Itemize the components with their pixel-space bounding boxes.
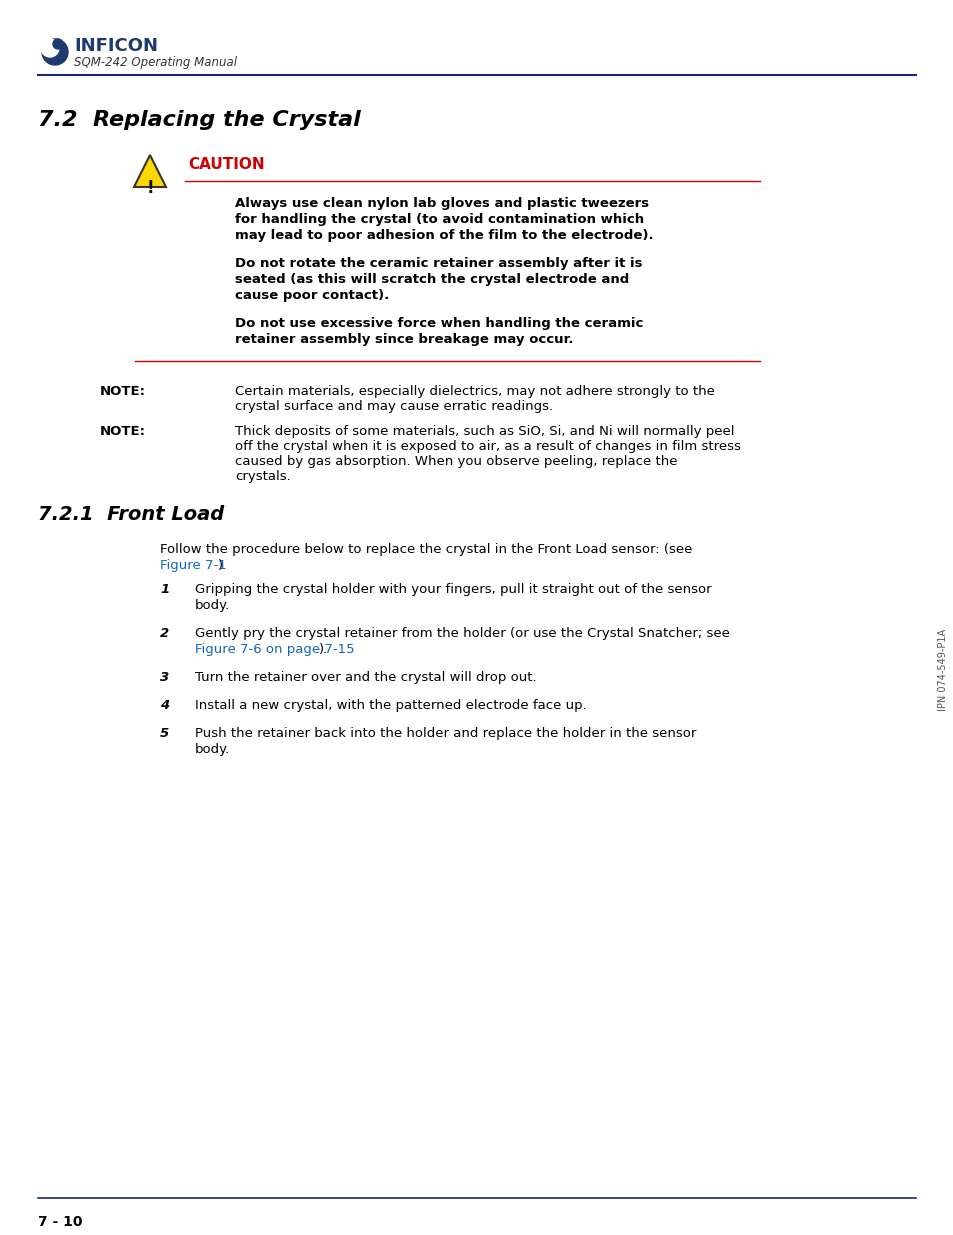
- Circle shape: [42, 40, 68, 65]
- Text: INFICON: INFICON: [74, 37, 158, 56]
- Text: crystal surface and may cause erratic readings.: crystal surface and may cause erratic re…: [234, 400, 553, 412]
- Text: Figure 7-6 on page 7-15: Figure 7-6 on page 7-15: [194, 643, 355, 656]
- Circle shape: [41, 40, 59, 57]
- Text: 5: 5: [160, 727, 169, 740]
- Text: 4: 4: [160, 699, 169, 713]
- Text: caused by gas absorption. When you observe peeling, replace the: caused by gas absorption. When you obser…: [234, 454, 677, 468]
- Text: 7.2  Replacing the Crystal: 7.2 Replacing the Crystal: [38, 110, 360, 130]
- Text: Figure 7-1: Figure 7-1: [160, 559, 227, 572]
- Text: Gently pry the crystal retainer from the holder (or use the Crystal Snatcher; se: Gently pry the crystal retainer from the…: [194, 627, 729, 640]
- Text: Gripping the crystal holder with your fingers, pull it straight out of the senso: Gripping the crystal holder with your fi…: [194, 583, 711, 597]
- Text: off the crystal when it is exposed to air, as a result of changes in film stress: off the crystal when it is exposed to ai…: [234, 440, 740, 453]
- Text: ): ): [218, 559, 223, 572]
- Text: IPN 074-549-P1A: IPN 074-549-P1A: [937, 629, 947, 711]
- Text: 1: 1: [160, 583, 169, 597]
- Text: Thick deposits of some materials, such as SiO, Si, and Ni will normally peel: Thick deposits of some materials, such a…: [234, 425, 734, 438]
- Text: seated (as this will scratch the crystal electrode and: seated (as this will scratch the crystal…: [234, 273, 629, 287]
- Text: SQM-242 Operating Manual: SQM-242 Operating Manual: [74, 56, 236, 69]
- Polygon shape: [133, 156, 166, 186]
- Text: 2: 2: [160, 627, 169, 640]
- Text: cause poor contact).: cause poor contact).: [234, 289, 389, 303]
- Text: Certain materials, especially dielectrics, may not adhere strongly to the: Certain materials, especially dielectric…: [234, 385, 714, 398]
- Text: Always use clean nylon lab gloves and plastic tweezers: Always use clean nylon lab gloves and pl…: [234, 198, 648, 210]
- Text: body.: body.: [194, 599, 230, 613]
- Text: Do not rotate the ceramic retainer assembly after it is: Do not rotate the ceramic retainer assem…: [234, 257, 641, 270]
- Text: 7.2.1  Front Load: 7.2.1 Front Load: [38, 505, 224, 524]
- Text: crystals.: crystals.: [234, 471, 291, 483]
- Text: 3: 3: [160, 671, 169, 684]
- Text: for handling the crystal (to avoid contamination which: for handling the crystal (to avoid conta…: [234, 212, 643, 226]
- Text: may lead to poor adhesion of the film to the electrode).: may lead to poor adhesion of the film to…: [234, 228, 653, 242]
- Text: NOTE:: NOTE:: [100, 385, 146, 398]
- Text: Turn the retainer over and the crystal will drop out.: Turn the retainer over and the crystal w…: [194, 671, 536, 684]
- Text: retainer assembly since breakage may occur.: retainer assembly since breakage may occ…: [234, 333, 573, 346]
- Text: Push the retainer back into the holder and replace the holder in the sensor: Push the retainer back into the holder a…: [194, 727, 696, 740]
- Text: Do not use excessive force when handling the ceramic: Do not use excessive force when handling…: [234, 317, 642, 330]
- Text: !: !: [146, 179, 153, 198]
- Text: body.: body.: [194, 743, 230, 756]
- Text: Follow the procedure below to replace the crystal in the Front Load sensor: (see: Follow the procedure below to replace th…: [160, 543, 692, 556]
- Text: ).: ).: [319, 643, 328, 656]
- Text: 7 - 10: 7 - 10: [38, 1215, 82, 1229]
- Text: NOTE:: NOTE:: [100, 425, 146, 438]
- Circle shape: [53, 40, 63, 49]
- Text: CAUTION: CAUTION: [188, 157, 264, 172]
- Text: Install a new crystal, with the patterned electrode face up.: Install a new crystal, with the patterne…: [194, 699, 586, 713]
